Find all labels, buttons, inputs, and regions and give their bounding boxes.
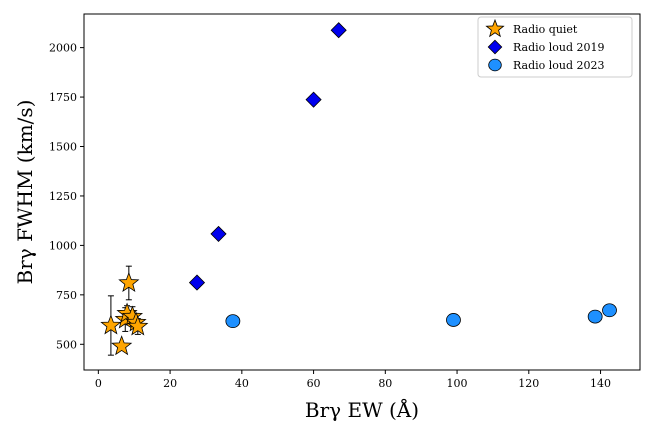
x-tick-label: 140 <box>590 377 611 390</box>
data-point-circle <box>446 313 461 327</box>
legend-label: Radio loud 2019 <box>513 41 605 54</box>
legend-marker-diamond <box>487 39 503 55</box>
y-tick-label: 2000 <box>49 42 77 55</box>
legend: Radio quiet Radio loud 2019 Radio loud 202… <box>477 16 633 78</box>
y-tick-label: 500 <box>56 338 77 351</box>
data-point-star <box>118 271 140 292</box>
data-point-star <box>100 314 122 335</box>
data-point-star <box>111 335 133 356</box>
legend-marker-star <box>485 18 505 38</box>
y-tick-label: 750 <box>56 289 77 302</box>
legend-box <box>477 16 633 78</box>
data-point-diamond <box>210 225 227 242</box>
data-point-circle <box>587 309 603 324</box>
data-point-star <box>127 315 149 336</box>
data-point-circle <box>602 303 617 318</box>
legend-marker-circle <box>488 58 502 72</box>
x-tick-label: 0 <box>95 377 102 390</box>
data-point-diamond <box>330 22 347 39</box>
x-tick-label: 60 <box>307 377 321 390</box>
data-point-diamond <box>188 274 206 291</box>
data-point-circle <box>225 314 241 329</box>
data-point-diamond <box>305 91 322 108</box>
y-tick-label: 1750 <box>49 91 77 104</box>
x-tick-label: 80 <box>378 377 392 390</box>
x-tick-label: 120 <box>518 377 539 390</box>
y-tick-label: 1500 <box>49 141 77 154</box>
y-tick-label: 1000 <box>49 239 77 252</box>
legend-label: Radio quiet <box>513 23 578 36</box>
y-axis-title: Brγ FWHM (km/s) <box>13 100 37 285</box>
x-tick-label: 100 <box>447 377 468 390</box>
legend-label: Radio loud 2023 <box>513 59 605 72</box>
y-tick-label: 1250 <box>49 190 77 203</box>
x-axis-title: Brγ EW (Å) <box>305 397 419 422</box>
x-tick-label: 40 <box>235 377 249 390</box>
x-tick-label: 20 <box>163 377 177 390</box>
